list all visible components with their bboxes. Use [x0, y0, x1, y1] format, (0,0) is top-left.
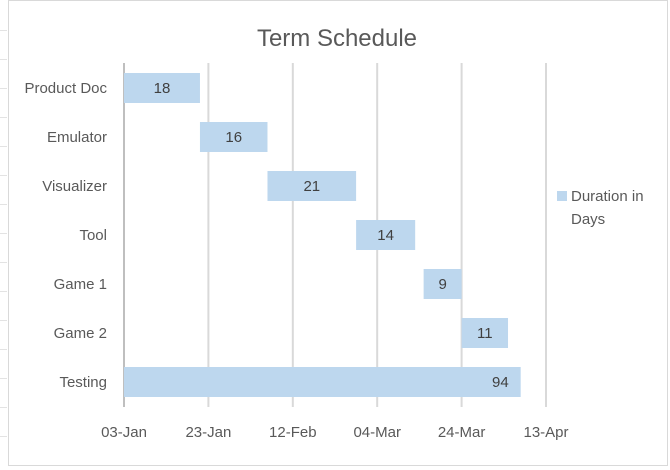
category-label: Emulator [47, 129, 107, 146]
x-tick-label: 04-Mar [353, 424, 401, 441]
sheet-gridline [0, 117, 7, 118]
sheet-gridline [0, 30, 7, 31]
data-label: 11 [477, 325, 493, 342]
sheet-gridline [0, 320, 7, 321]
sheet-gridline [0, 436, 7, 437]
gridlines [123, 63, 547, 407]
chart-title: Term Schedule [257, 25, 417, 52]
bar [124, 367, 521, 397]
sheet-gridline [0, 233, 7, 234]
x-tick-label: 03-Jan [101, 424, 147, 441]
sheet-gridline [0, 407, 7, 408]
bars: 18 16 21 14 9 11 94 [124, 73, 521, 397]
sheet-gridline [0, 146, 7, 147]
sheet-gridline [0, 175, 7, 176]
category-label: Tool [79, 227, 107, 244]
bar [423, 269, 462, 299]
sheet-gridline [0, 378, 7, 379]
bar [199, 122, 268, 152]
category-label: Product Doc [24, 80, 107, 97]
bar [124, 73, 200, 103]
bar [461, 318, 509, 348]
x-tick-label: 23-Jan [185, 424, 231, 441]
data-label: 9 [438, 276, 446, 293]
x-tick-label: 13-Apr [523, 424, 568, 441]
sheet-gridline [0, 262, 7, 263]
sheet-gridline [0, 291, 7, 292]
data-label: 21 [303, 178, 320, 195]
legend-swatch [557, 191, 567, 201]
sheet-gridline [0, 88, 7, 89]
legend-label-line-2: Days [571, 211, 605, 228]
data-label: 94 [492, 374, 509, 391]
category-labels: Product Doc Emulator Visualizer Tool Game 1 G… [24, 80, 107, 391]
legend-label-line-1: Duration in [571, 188, 644, 205]
category-label: Visualizer [42, 178, 107, 195]
x-axis-tick-labels: 03-Jan 23-Jan 12-Feb 04-Mar 24-Mar 13-Apr [101, 424, 568, 441]
data-label: 18 [154, 80, 171, 97]
sheet-gridline [0, 349, 7, 350]
x-tick-label: 24-Mar [438, 424, 486, 441]
bar [356, 220, 416, 250]
legend: Duration in Days [557, 188, 644, 228]
bar [267, 171, 357, 201]
category-label: Testing [59, 374, 107, 391]
data-label: 14 [377, 227, 394, 244]
category-label: Game 2 [54, 325, 107, 342]
x-tick-label: 12-Feb [269, 424, 317, 441]
sheet-gridline [0, 59, 7, 60]
data-label: 16 [225, 129, 242, 146]
sheet-gridline [0, 204, 7, 205]
category-label: Game 1 [54, 276, 107, 293]
